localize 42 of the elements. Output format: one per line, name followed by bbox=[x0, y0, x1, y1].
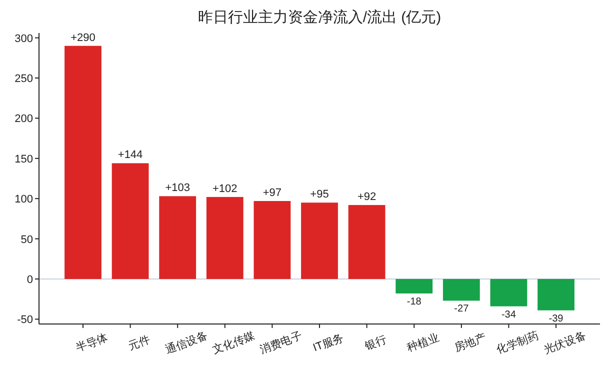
y-tick-label: -50 bbox=[17, 314, 33, 326]
data-label: -34 bbox=[501, 309, 516, 320]
x-tick-label: 元件 bbox=[126, 334, 152, 353]
data-label: +92 bbox=[357, 191, 376, 204]
x-tick-label: 光伏设备 bbox=[542, 329, 588, 356]
data-label: +144 bbox=[118, 149, 143, 162]
bar bbox=[112, 163, 149, 279]
data-label: -39 bbox=[548, 313, 564, 324]
y-tick-label: 50 bbox=[20, 234, 33, 246]
y-tick-label: 150 bbox=[14, 153, 33, 166]
data-label: +103 bbox=[165, 182, 190, 194]
y-tick-label: 250 bbox=[14, 73, 33, 86]
x-tick-label: 种植业 bbox=[405, 330, 441, 354]
bar bbox=[254, 201, 291, 279]
bar bbox=[301, 202, 338, 279]
x-tick-label: 化学制药 bbox=[494, 329, 540, 356]
bar bbox=[442, 278, 480, 301]
data-label: +95 bbox=[310, 188, 329, 201]
data-label: +97 bbox=[262, 187, 282, 200]
chart-title: 昨日行业主力资金净流入/流出 (亿元) bbox=[198, 9, 442, 26]
x-tick-label: 半导体 bbox=[74, 330, 110, 354]
y-tick-label: 300 bbox=[14, 32, 33, 45]
x-tick-label: 银行 bbox=[362, 334, 388, 353]
y-tick-label: 200 bbox=[14, 113, 33, 126]
bar bbox=[538, 278, 574, 310]
x-tick-label: 消费电子 bbox=[258, 329, 304, 356]
y-tick-label: 0 bbox=[26, 274, 33, 286]
x-tick-label: 房地产 bbox=[452, 330, 488, 354]
bar bbox=[396, 278, 433, 294]
bar bbox=[348, 205, 386, 279]
x-tick-label: 通信设备 bbox=[164, 329, 210, 356]
x-tick-label: IT服务 bbox=[311, 332, 346, 354]
data-label: +290 bbox=[70, 32, 96, 44]
data-label: -27 bbox=[454, 304, 470, 315]
bar bbox=[206, 196, 244, 279]
data-label: +102 bbox=[212, 182, 238, 195]
x-tick-label: 文化传媒 bbox=[210, 329, 257, 356]
bar bbox=[64, 46, 102, 279]
bar bbox=[490, 278, 528, 306]
data-label: -18 bbox=[406, 296, 422, 308]
bar bbox=[159, 196, 196, 279]
y-tick-label: 100 bbox=[14, 194, 33, 206]
